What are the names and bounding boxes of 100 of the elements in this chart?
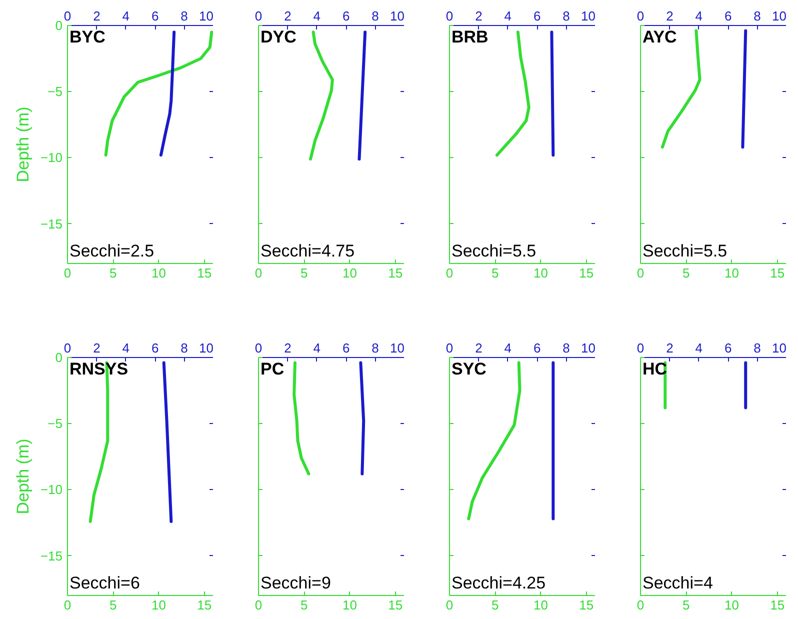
x2-tick-label: 10 <box>581 340 596 356</box>
x2-tick-label: 10 <box>390 8 405 24</box>
x2-tick-label: 10 <box>199 8 214 24</box>
x2-tick-label: 8 <box>372 340 379 356</box>
x2-tick-label: 6 <box>724 340 732 356</box>
x-tick-label: 10 <box>724 266 739 280</box>
x-tick-label: 0 <box>446 598 454 612</box>
y-tick-label: 0 <box>55 350 63 365</box>
x-tick-label: 0 <box>254 598 262 612</box>
chart-title: PC <box>260 360 284 378</box>
x2-tick-label: 2 <box>666 8 674 24</box>
x-tick-label: 5 <box>682 598 690 612</box>
x2-tick-label: 10 <box>581 8 596 24</box>
chart-title: DYC <box>260 28 296 46</box>
x2-tick-label: 10 <box>199 340 214 356</box>
x-tick-label: 10 <box>342 598 357 612</box>
x2-tick-label: 2 <box>284 340 292 356</box>
x2-tick-label: 0 <box>636 340 644 356</box>
x-tick-label: 0 <box>446 266 454 280</box>
y-tick-label: −5 <box>48 416 63 432</box>
x2-tick-label: 6 <box>724 8 732 24</box>
x-tick-label: 5 <box>110 266 117 280</box>
annotation: Secchi=9 <box>260 574 331 592</box>
x-tick-label: 15 <box>579 266 594 280</box>
y-axis-title: Depth (m) <box>13 106 32 182</box>
chart-title: BYC <box>70 28 106 46</box>
x2-tick-label: 8 <box>372 8 379 24</box>
x2-tick-label: 4 <box>122 8 130 24</box>
x2-tick-label: 6 <box>533 340 541 356</box>
x2-tick-label: 4 <box>313 8 321 24</box>
y-tick-label: −15 <box>40 548 63 564</box>
x-tick-label: 15 <box>579 598 594 612</box>
x2-tick-label: 8 <box>180 340 188 356</box>
x2-tick-label: 6 <box>533 8 541 24</box>
x-tick-label: 5 <box>300 266 308 280</box>
y-tick-label: −10 <box>40 150 63 166</box>
x2-tick-label: 2 <box>284 8 292 24</box>
x-tick-label: 5 <box>682 266 690 280</box>
x2-tick-label: 8 <box>754 8 761 24</box>
x2-tick-label: 10 <box>772 8 787 24</box>
x-tick-label: 15 <box>388 266 403 280</box>
x-tick-label: 15 <box>197 266 212 280</box>
x2-tick-label: 0 <box>446 8 454 24</box>
x-tick-label: 10 <box>152 598 166 612</box>
x2-tick-label: 4 <box>504 340 512 356</box>
chart-title: AYC <box>642 28 677 46</box>
x2-tick-label: 2 <box>475 8 482 24</box>
x2-tick-label: 4 <box>695 8 703 24</box>
x2-tick-label: 4 <box>695 340 703 356</box>
annotation: Secchi=5.5 <box>642 242 728 260</box>
annotation: Secchi=2.5 <box>70 242 154 260</box>
x-tick-label: 10 <box>534 266 548 280</box>
annotation: Secchi=4 <box>642 574 713 592</box>
x2-tick-label: 8 <box>180 8 188 24</box>
x2-tick-label: 8 <box>562 340 570 356</box>
x-tick-label: 5 <box>492 266 499 280</box>
x-tick-label: 0 <box>254 266 262 280</box>
x-tick-label: 15 <box>770 598 785 612</box>
x2-tick-label: 10 <box>390 340 405 356</box>
x2-tick-label: 6 <box>342 340 350 356</box>
line-series <box>104 30 213 157</box>
x-tick-label: 10 <box>534 598 548 612</box>
x2-tick-label: 4 <box>122 340 130 356</box>
x2-tick-label: 0 <box>636 8 644 24</box>
x2-tick-label: 0 <box>254 8 262 24</box>
annotation: Secchi=5.5 <box>452 242 536 260</box>
x2-tick-label: 2 <box>475 340 482 356</box>
x-tick-label: 0 <box>636 598 644 612</box>
annotation: Secchi=4.25 <box>452 574 546 592</box>
chart-title: BRB <box>452 28 488 46</box>
x2-tick-label: 2 <box>93 340 100 356</box>
x2-tick-label: 2 <box>93 8 100 24</box>
x-tick-label: 15 <box>197 598 212 612</box>
x-tick-label: 5 <box>110 598 117 612</box>
x2-tick-label: 6 <box>151 8 159 24</box>
y-tick-label: −15 <box>40 216 63 232</box>
x-tick-label: 5 <box>492 598 499 612</box>
x2-tick-label: 0 <box>446 340 454 356</box>
x2-tick-label: 2 <box>666 340 674 356</box>
x-tick-label: 10 <box>724 598 739 612</box>
annotation: Secchi=6 <box>70 574 140 592</box>
x2-tick-label: 8 <box>562 8 570 24</box>
x-tick-label: 10 <box>152 266 166 280</box>
x-tick-label: 15 <box>388 598 403 612</box>
y-tick-label: 0 <box>55 18 63 33</box>
chart-title: SYC <box>452 360 486 378</box>
x-tick-label: 15 <box>770 266 785 280</box>
x2-tick-label: 10 <box>772 340 787 356</box>
y-tick-label: −10 <box>40 482 63 498</box>
x-tick-label: 10 <box>342 266 357 280</box>
x2-tick-label: 4 <box>313 340 321 356</box>
y-tick-label: −5 <box>48 84 63 100</box>
x2-tick-label: 8 <box>754 340 761 356</box>
y-axis-title: Depth (m) <box>13 438 32 514</box>
x2-tick-label: 0 <box>254 340 262 356</box>
x-tick-label: 5 <box>300 598 308 612</box>
annotation: Secchi=4.75 <box>260 242 355 260</box>
x2-tick-label: 4 <box>504 8 512 24</box>
x2-tick-label: 6 <box>151 340 159 356</box>
x-tick-label: 0 <box>636 266 644 280</box>
